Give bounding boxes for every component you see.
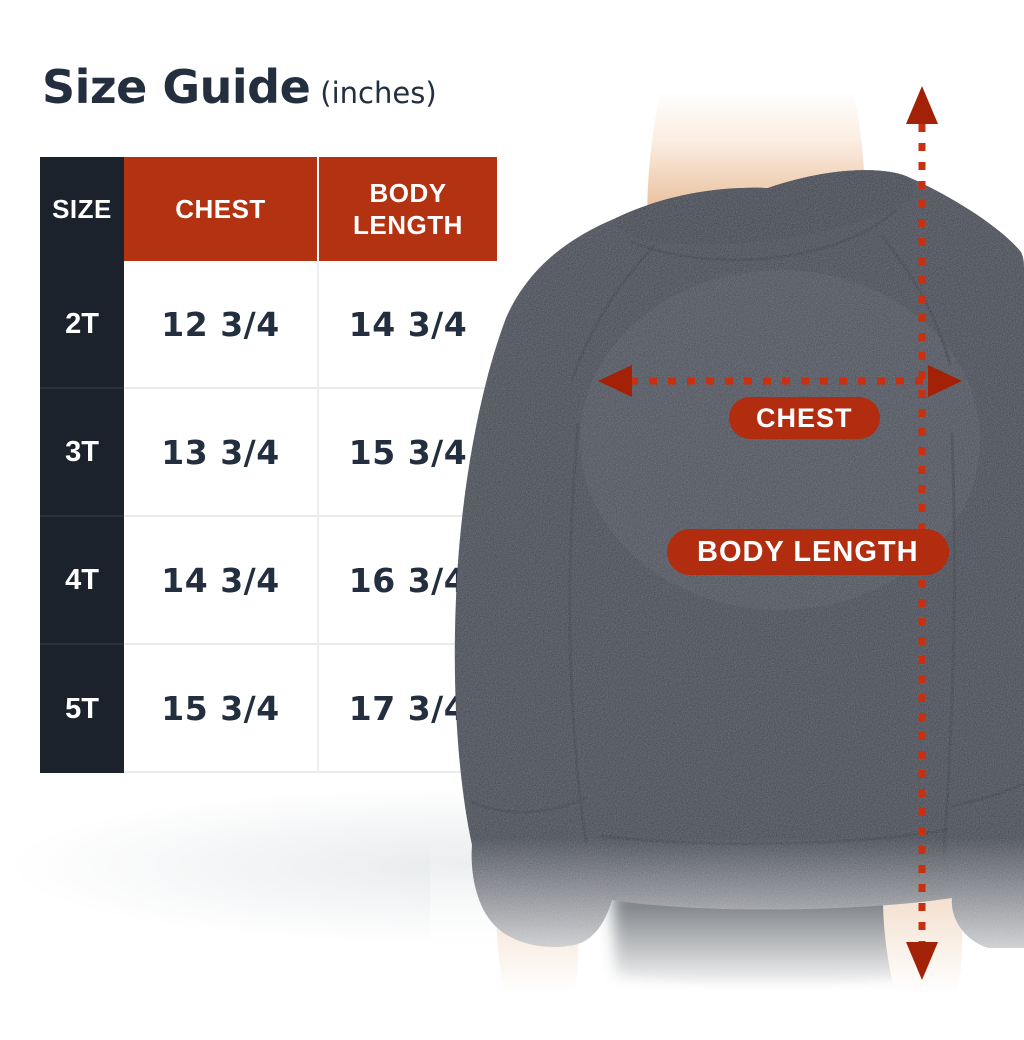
chest-arrow — [598, 365, 962, 397]
chest-label-pill: CHEST — [729, 397, 880, 439]
page-title: Size Guide (inches) — [42, 60, 437, 114]
size-cell: 4T — [40, 517, 124, 645]
raglan-seam-left — [570, 244, 656, 382]
arrow-left-icon — [598, 365, 632, 397]
body-length-cell: 17 3/4 — [317, 645, 497, 773]
floor-shadow — [0, 740, 1024, 1040]
collar — [615, 170, 914, 245]
size-cell: 2T — [40, 261, 124, 389]
body-length-label-pill: BODY LENGTH — [667, 529, 949, 575]
chest-cell: 14 3/4 — [124, 517, 317, 645]
col-header-body-length: BODY LENGTH — [317, 157, 497, 261]
chest-cell: 15 3/4 — [124, 645, 317, 773]
table-header-row: SIZE CHEST BODY LENGTH — [40, 157, 497, 261]
body-length-cell: 14 3/4 — [317, 261, 497, 389]
body-length-cell: 16 3/4 — [317, 517, 497, 645]
size-guide-table: SIZE CHEST BODY LENGTH 2T 12 3/4 14 3/4 … — [40, 157, 497, 773]
collar-seam — [630, 208, 898, 262]
arrow-up-icon — [906, 86, 938, 124]
size-cell: 3T — [40, 389, 124, 517]
size-cell: 5T — [40, 645, 124, 773]
child-neck — [647, 94, 865, 291]
chest-cell: 12 3/4 — [124, 261, 317, 389]
chest-cell: 13 3/4 — [124, 389, 317, 517]
table-row: 5T 15 3/4 17 3/4 — [40, 645, 497, 773]
col-header-chest: CHEST — [124, 157, 317, 261]
table-row: 3T 13 3/4 15 3/4 — [40, 389, 497, 517]
raglan-seam-right — [880, 234, 952, 366]
page-title-unit: (inches) — [320, 76, 437, 110]
table-row: 2T 12 3/4 14 3/4 — [40, 261, 497, 389]
arrow-right-icon — [928, 365, 962, 397]
col-header-size: SIZE — [40, 157, 124, 261]
page-title-text: Size Guide — [42, 60, 311, 114]
table-row: 4T 14 3/4 16 3/4 — [40, 517, 497, 645]
body-length-cell: 15 3/4 — [317, 389, 497, 517]
